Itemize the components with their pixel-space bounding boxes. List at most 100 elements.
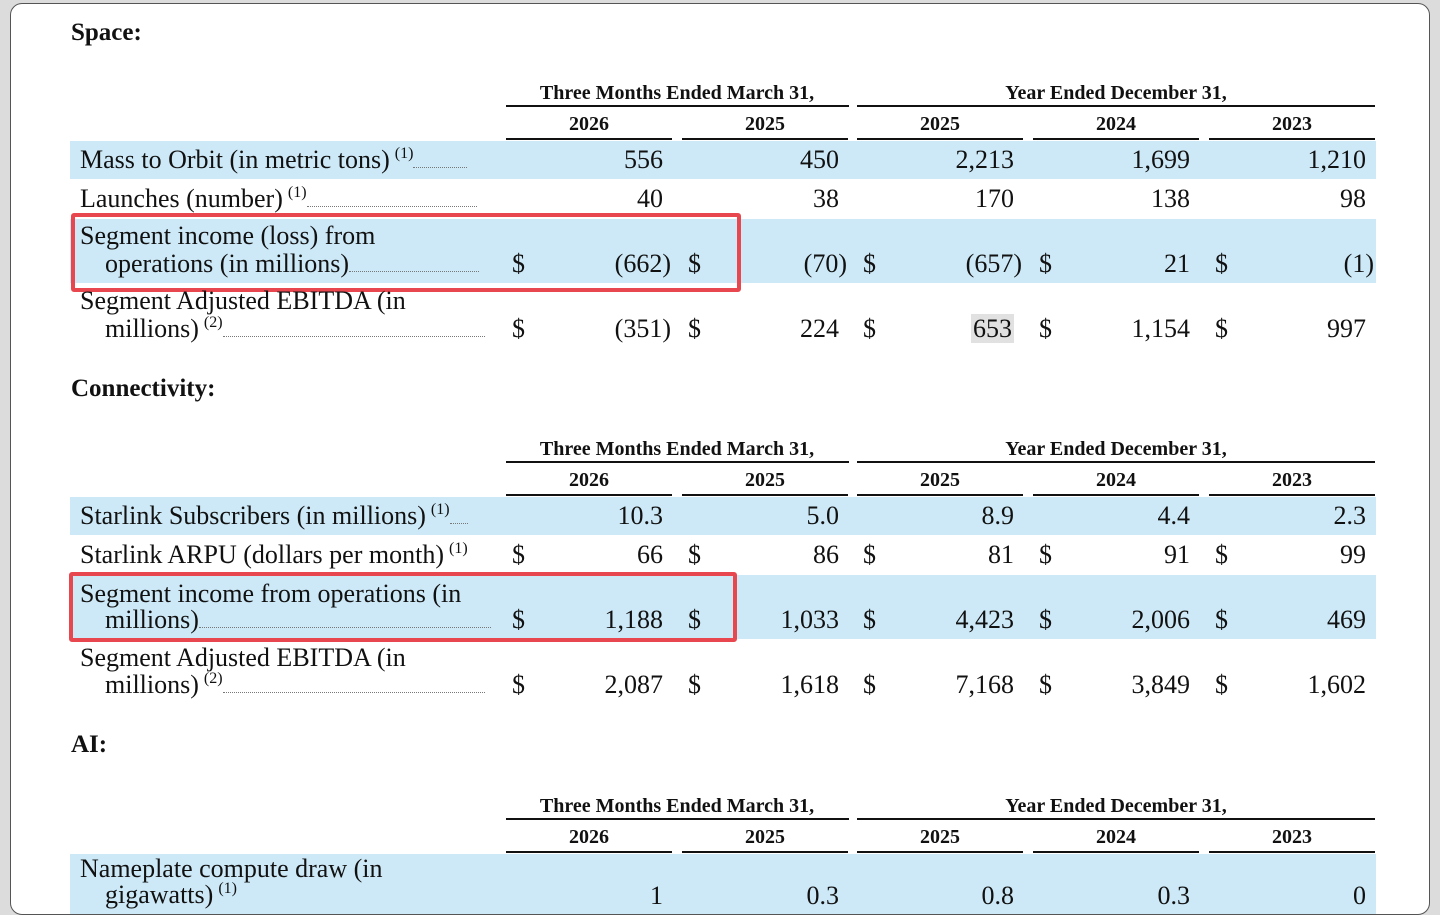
section-title-space: Space:	[71, 19, 142, 46]
year-header: 2026	[569, 826, 609, 848]
currency-symbol: $	[688, 314, 701, 343]
cell-value: 653	[971, 314, 1014, 343]
group-header-quarter: Three Months Ended March 31,	[539, 438, 815, 460]
table-row-highlight	[70, 141, 1376, 179]
year-header: 2025	[745, 826, 785, 848]
year-rule	[1033, 851, 1199, 853]
year-rule	[1209, 138, 1375, 140]
cell-value: 1,699	[1131, 145, 1191, 174]
cell-value: 7,168	[955, 670, 1015, 699]
row-label: Launches (number) (1)	[80, 185, 500, 213]
year-header: 2023	[1272, 469, 1312, 491]
cell-value: 2,087	[604, 670, 664, 699]
cell-value: 469	[1327, 605, 1366, 634]
currency-symbol: $	[1039, 670, 1052, 699]
year-header: 2025	[920, 113, 960, 135]
header-rule	[506, 105, 849, 107]
group-header-quarter: Three Months Ended March 31,	[539, 795, 815, 817]
currency-symbol: $	[688, 670, 701, 699]
table-row-highlight	[70, 497, 1376, 535]
header-rule	[506, 461, 849, 463]
cell-value: 4.4	[1157, 501, 1191, 530]
cell-value: 1,210	[1307, 145, 1367, 174]
currency-symbol: $	[1215, 605, 1228, 634]
cell-value: 0.8	[981, 881, 1015, 910]
year-header: 2024	[1096, 113, 1136, 135]
year-rule	[857, 138, 1023, 140]
cell-value: 1,154	[1131, 314, 1191, 343]
group-header-year: Year Ended December 31,	[1005, 795, 1227, 817]
cell-value: 99	[1340, 540, 1366, 569]
year-rule	[1209, 494, 1375, 496]
currency-symbol: $	[863, 540, 876, 569]
currency-symbol: $	[1039, 249, 1052, 278]
year-rule	[682, 851, 848, 853]
year-header: 2024	[1096, 826, 1136, 848]
year-header: 2025	[745, 469, 785, 491]
year-header: 2025	[920, 469, 960, 491]
year-rule	[682, 494, 848, 496]
row-label: Nameplate compute draw (in gigawatts) (1)	[80, 854, 383, 909]
currency-symbol: $	[1215, 314, 1228, 343]
cell-value: 66	[637, 540, 663, 569]
cell-value: 1,602	[1307, 670, 1367, 699]
year-rule	[506, 851, 672, 853]
row-label: Segment income (loss) from operations (i…	[80, 222, 500, 278]
cell-value: 8.9	[981, 501, 1015, 530]
currency-symbol: $	[863, 605, 876, 634]
row-label: Mass to Orbit (in metric tons) (1)	[80, 146, 500, 174]
year-rule	[1209, 851, 1375, 853]
cell-value: 138	[1151, 184, 1190, 213]
cell-value: 0.3	[806, 881, 840, 910]
cell-value: 38	[813, 184, 839, 213]
row-label: Segment Adjusted EBITDA (in millions) (2)	[80, 644, 500, 699]
currency-symbol: $	[1215, 249, 1228, 278]
currency-symbol: $	[512, 670, 525, 699]
currency-symbol: $	[863, 670, 876, 699]
currency-symbol: $	[1039, 314, 1052, 343]
cell-value: 5.0	[806, 501, 840, 530]
cell-value: (351)	[614, 314, 671, 343]
cell-value: 21	[1164, 249, 1190, 278]
cell-value: 86	[813, 540, 839, 569]
cell-value: 91	[1164, 540, 1190, 569]
cell-value: (662)	[614, 249, 671, 278]
year-rule	[1033, 494, 1199, 496]
year-rule	[506, 138, 672, 140]
cell-value: 0.3	[1157, 881, 1191, 910]
cell-value: 2,006	[1131, 605, 1191, 634]
row-label: Segment income from operations (in milli…	[80, 580, 500, 634]
cell-value: 3,849	[1131, 670, 1191, 699]
cell-value: 1,618	[780, 670, 840, 699]
section-title-ai: AI:	[71, 731, 108, 758]
year-rule	[1033, 138, 1199, 140]
year-rule	[682, 138, 848, 140]
group-header-year: Year Ended December 31,	[1005, 438, 1227, 460]
cell-value: 450	[800, 145, 839, 174]
cell-value: (70)	[803, 249, 847, 278]
cell-value: 2.3	[1333, 501, 1367, 530]
currency-symbol: $	[512, 314, 525, 343]
year-rule	[506, 494, 672, 496]
currency-symbol: $	[688, 605, 701, 634]
cell-value: 1	[650, 881, 663, 910]
cell-value: 170	[975, 184, 1014, 213]
year-header: 2023	[1272, 826, 1312, 848]
currency-symbol: $	[688, 249, 701, 278]
cell-value: 98	[1340, 184, 1366, 213]
cell-value: 1,188	[604, 605, 664, 634]
section-title-connectivity: Connectivity:	[71, 375, 216, 402]
currency-symbol: $	[863, 314, 876, 343]
header-rule	[857, 105, 1375, 107]
table-row-highlight	[70, 219, 1376, 283]
cell-value: 997	[1327, 314, 1366, 343]
table-row-highlight	[70, 575, 1376, 639]
cell-value: 224	[800, 314, 839, 343]
currency-symbol: $	[512, 605, 525, 634]
year-rule	[857, 851, 1023, 853]
cell-value: 2,213	[955, 145, 1015, 174]
currency-symbol: $	[1039, 540, 1052, 569]
year-header: 2026	[569, 113, 609, 135]
cell-value: (1)	[1343, 249, 1374, 278]
cell-value: 0	[1353, 881, 1366, 910]
